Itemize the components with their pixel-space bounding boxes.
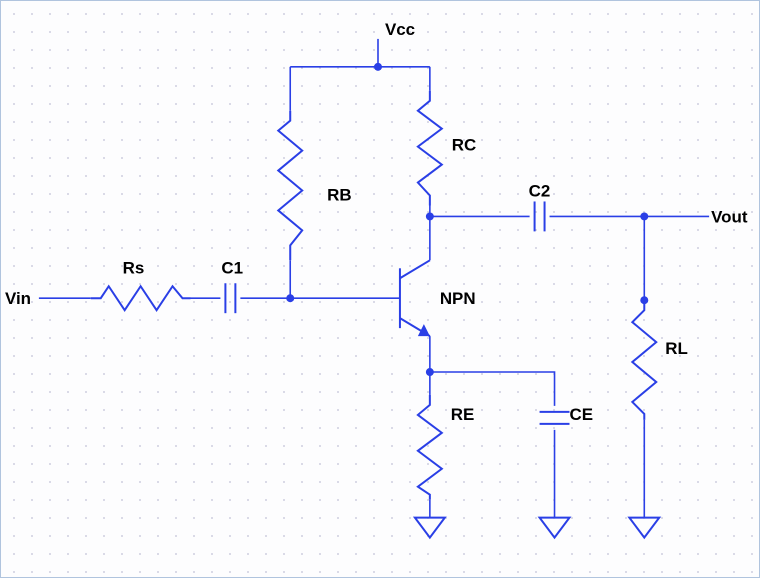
wire-em-ce — [430, 372, 555, 406]
label-vin: Vin — [5, 289, 31, 308]
capacitor-c2 — [535, 201, 545, 231]
node-rl-top — [640, 296, 648, 304]
label-c1: C1 — [221, 258, 243, 277]
resistor-re — [418, 395, 442, 500]
label-rb: RB — [327, 185, 351, 204]
capacitor-c1 — [225, 283, 235, 313]
label-rs: Rs — [123, 258, 145, 277]
node-coll — [426, 212, 434, 220]
node-emitter — [426, 368, 434, 376]
label-c2: C2 — [529, 181, 551, 200]
label-vcc: Vcc — [385, 20, 415, 39]
label-re: RE — [451, 405, 475, 424]
transistor-npn — [400, 260, 430, 336]
circuit-svg: Vin Rs C1 RB NPN RC C2 Vout RL RE CE Vcc — [1, 1, 759, 577]
resistor-rb — [278, 111, 302, 261]
node-base — [286, 294, 294, 302]
resistor-rs — [91, 286, 191, 310]
capacitor-ce — [540, 412, 570, 424]
label-rl: RL — [665, 339, 688, 358]
label-rc: RC — [452, 136, 476, 155]
resistor-rl — [632, 300, 656, 420]
node-vout — [640, 212, 648, 220]
ground-re — [415, 518, 445, 538]
node-vcc — [374, 63, 382, 71]
resistor-rc — [418, 91, 442, 206]
ground-ce — [540, 518, 570, 538]
ground-rl — [629, 518, 659, 538]
label-vout: Vout — [711, 207, 748, 226]
circuit-canvas: Vin Rs C1 RB NPN RC C2 Vout RL RE CE Vcc — [0, 0, 760, 578]
label-ce: CE — [569, 405, 593, 424]
label-npn: NPN — [440, 289, 476, 308]
